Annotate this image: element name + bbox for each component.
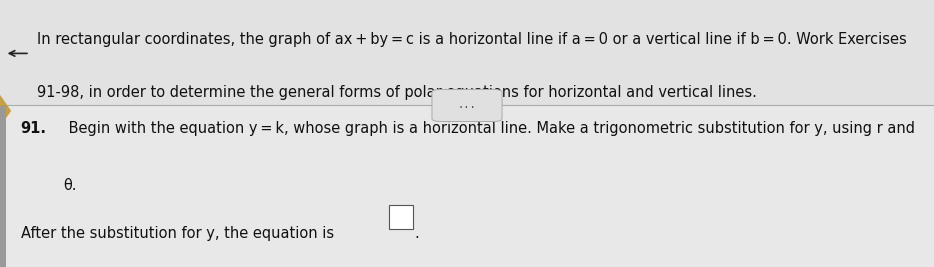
Bar [0,105,6,267]
Text: In rectangular coordinates, the graph of ax + by = c is a horizontal line if a =: In rectangular coordinates, the graph of… [37,32,907,47]
Text: θ.: θ. [64,178,77,193]
FancyBboxPatch shape [389,205,413,229]
Text: 91.: 91. [21,121,47,136]
Polygon shape [0,95,11,127]
Bar [0,0,934,105]
Text: 91-98, in order to determine the general forms of polar equations for horizontal: 91-98, in order to determine the general… [37,85,757,100]
Text: Begin with the equation y = k, whose graph is a horizontal line. Make a trigonom: Begin with the equation y = k, whose gra… [64,121,914,136]
Bar [0,105,934,267]
Text: After the substitution for y, the equation is: After the substitution for y, the equati… [21,226,333,241]
FancyBboxPatch shape [432,89,502,121]
Text: ...: ... [458,100,476,111]
Text: .: . [415,226,419,241]
